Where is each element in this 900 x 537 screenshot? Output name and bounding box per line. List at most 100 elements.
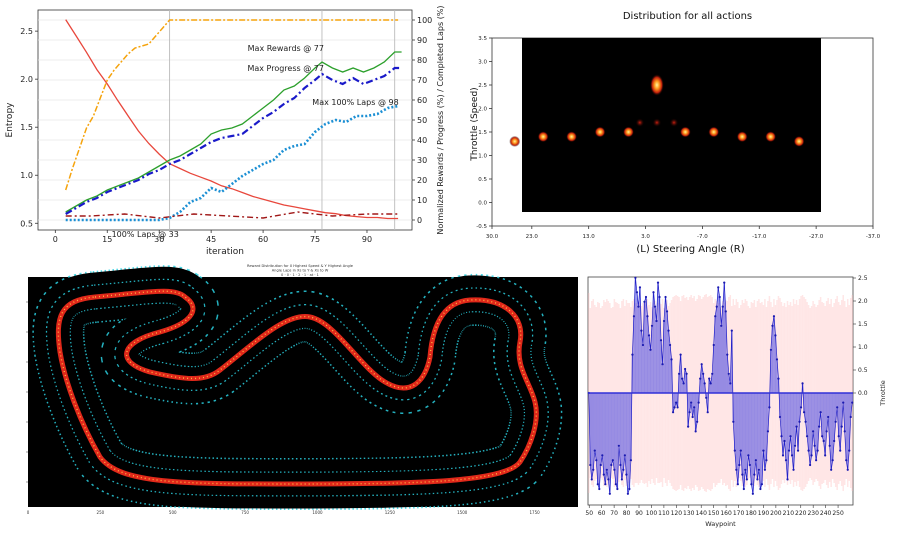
x-tick-label: 30 [154, 235, 164, 244]
steering-point [590, 478, 593, 481]
x-tick-label: 170 [733, 510, 745, 517]
steering-point [727, 372, 730, 375]
action-point [652, 118, 662, 128]
steering-bar [792, 393, 795, 470]
y-tick-label: 1.0 [478, 154, 487, 160]
annotation-label: 100% Laps @ 33 [112, 230, 179, 239]
annotation-label: Max Progress @ 77 [247, 64, 324, 73]
steering-point [659, 339, 663, 342]
x-axis-label: (L) Steering Angle (R) [636, 244, 744, 255]
steering-point [837, 435, 840, 438]
steering-point [750, 483, 753, 486]
x-tick-label: 90 [362, 235, 372, 244]
steering-bar [595, 393, 598, 461]
steering-point [777, 377, 780, 380]
chart-subtitle: Angle Laps in Xs to Y & Xs to W [272, 269, 329, 273]
steering-point [613, 468, 616, 471]
steering-point [807, 449, 810, 452]
steering-bar [699, 378, 701, 393]
x-tick-label: 210 [783, 510, 795, 517]
steering-point [787, 449, 791, 452]
steering-bar [625, 393, 628, 475]
steering-bar [643, 301, 646, 393]
x-tick-label: -27.0 [809, 234, 824, 240]
steering-point [684, 367, 687, 371]
steering-bar [830, 393, 832, 470]
steering-bar [774, 335, 777, 393]
steering-bar [678, 373, 680, 393]
y-tick-label: 0.0 [478, 201, 487, 207]
steering-bar [722, 306, 724, 393]
steering-bar [758, 393, 760, 470]
steering-bar [780, 393, 783, 437]
steering-bar [737, 393, 739, 485]
x-tick-label: 120 [671, 510, 683, 517]
steering-point [821, 435, 824, 438]
steering-point [833, 439, 836, 443]
action-point [509, 135, 521, 147]
steering-bar [679, 354, 682, 393]
steering-point [699, 377, 702, 380]
x-tick-label: 75 [310, 235, 320, 244]
steering-point [655, 319, 658, 323]
y2-axis-label: Throttle [879, 380, 887, 407]
track-reward-svg: Reward Distribution for X Highest Speed … [26, 264, 578, 515]
steering-bar [636, 292, 638, 393]
x-tick-label: 200 [770, 510, 782, 517]
y2-tick-label: 2.0 [858, 298, 868, 305]
action-point [765, 131, 777, 143]
steering-bar [675, 393, 677, 403]
steering-point [700, 363, 703, 366]
steering-bar [827, 393, 829, 417]
steering-bar [633, 316, 635, 393]
steering-bar [782, 393, 784, 456]
steering-bar [735, 393, 738, 470]
steering-point [824, 454, 827, 457]
y2-tick-label: 1.0 [858, 344, 868, 351]
steering-bar [764, 393, 766, 470]
steering-bar [839, 393, 841, 451]
steering-point [619, 463, 622, 467]
steering-point [604, 483, 607, 486]
steering-bar [833, 393, 835, 441]
steering-bar [761, 393, 763, 485]
x-tick-label: 150 [708, 510, 720, 517]
y2-tick-label: 0.0 [858, 390, 868, 397]
steering-bar [825, 393, 828, 432]
steering-point [661, 363, 664, 366]
y2-tick-label: 90 [417, 36, 427, 45]
steering-bar [607, 393, 610, 480]
steering-bar [794, 393, 796, 446]
steering-point [744, 468, 747, 471]
steering-point [775, 358, 779, 361]
annotation-label: Max 100% Laps @ 98 [312, 98, 398, 107]
steering-point [796, 449, 800, 452]
steering-point [631, 353, 634, 356]
y-tick-label: 0.5 [478, 177, 487, 183]
y2-tick-label: 0 [417, 216, 422, 225]
waypoint-action-chart: 50 60 70 80 90 100 110 120 130 140 150 160 170 180 190… [585, 262, 900, 537]
steering-point [739, 449, 742, 452]
x-tick-label: 250 [832, 510, 844, 517]
steering-point [635, 291, 639, 294]
x-tick-label: 230 [807, 510, 819, 517]
steering-bar [621, 393, 623, 480]
steering-point [665, 310, 669, 313]
steering-point [828, 444, 831, 447]
steering-bar [693, 393, 695, 408]
y-tick-label: 1.5 [478, 130, 487, 136]
x-tick-label: 90 [635, 510, 643, 517]
steering-bar [601, 393, 604, 456]
steering-bar [637, 306, 640, 393]
steering-point [673, 406, 676, 409]
x-tick-label: -7.0 [697, 234, 708, 240]
steering-point [772, 315, 776, 318]
steering-point [789, 435, 792, 438]
steering-bar [776, 359, 778, 393]
steering-point [646, 315, 649, 318]
y2-tick-label: 70 [417, 76, 427, 85]
action-distribution-chart: Distribution for all actions -0.5 0.0 0.5 1.… [455, 0, 900, 262]
steering-bar [804, 393, 807, 422]
steering-point [843, 430, 846, 433]
steering-point [723, 281, 726, 284]
